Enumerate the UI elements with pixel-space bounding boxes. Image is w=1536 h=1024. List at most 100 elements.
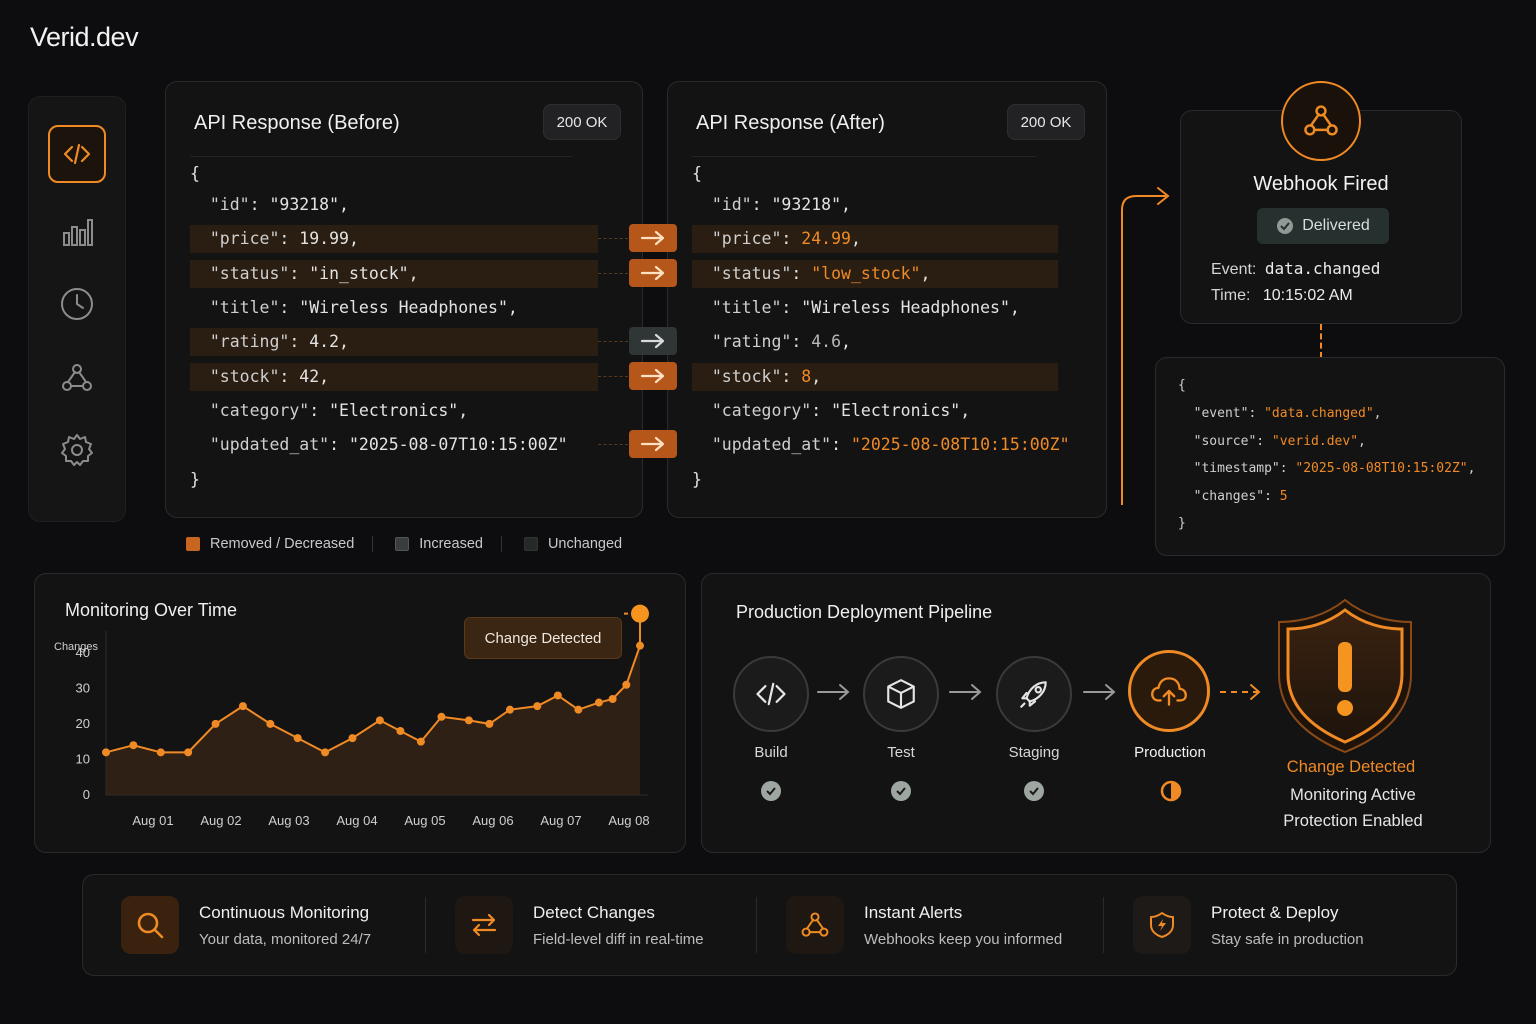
json-key: "title" bbox=[190, 297, 280, 317]
data-point bbox=[375, 716, 384, 725]
feature-detect-changes[interactable]: Detect Changes Field-level diff in real-… bbox=[455, 875, 704, 975]
json-value: 42 bbox=[299, 366, 320, 386]
event-value: data.changed bbox=[1264, 259, 1381, 278]
feature-subtitle: Field-level diff in real-time bbox=[533, 930, 704, 948]
json-key: "status" bbox=[692, 263, 792, 283]
json-key: "stock" bbox=[190, 366, 280, 386]
swap-arrows-icon bbox=[455, 896, 513, 954]
feature-title: Continuous Monitoring bbox=[199, 902, 370, 922]
data-point bbox=[156, 748, 165, 757]
y-tick-label: 0 bbox=[83, 787, 90, 802]
json-value: 8 bbox=[801, 366, 812, 386]
stage-staging[interactable] bbox=[996, 656, 1072, 732]
legend-label: Removed / Decreased bbox=[210, 536, 355, 552]
shield-bolt-icon bbox=[1133, 896, 1191, 954]
json-value: "Wireless Headphones" bbox=[299, 297, 508, 317]
api-after-title: API Response (After) bbox=[696, 112, 885, 134]
sidebar-item-history[interactable] bbox=[48, 275, 106, 333]
stage-test[interactable] bbox=[863, 656, 939, 732]
api-before-status-badge: 200 OK bbox=[543, 104, 621, 140]
feature-instant-alerts[interactable]: Instant Alerts Webhooks keep you informe… bbox=[786, 875, 1062, 975]
feature-protect-deploy[interactable]: Protect & Deploy Stay safe in production bbox=[1133, 875, 1364, 975]
sidebar-item-settings[interactable] bbox=[48, 421, 106, 479]
data-point bbox=[594, 698, 603, 707]
legend-swatch bbox=[395, 537, 410, 551]
code-icon bbox=[756, 682, 786, 706]
json-value: "Electronics" bbox=[329, 400, 459, 420]
json-line: "price": 24.99, bbox=[692, 225, 1058, 254]
shield-alert-icon bbox=[1278, 598, 1412, 754]
json-value: "data.changed" bbox=[1264, 406, 1374, 421]
diff-arrow-icon bbox=[629, 361, 677, 390]
json-line: "stock": 42, bbox=[190, 362, 598, 391]
json-line: "updated_at": "2025-08-08T10:15:00Z" bbox=[692, 435, 1070, 455]
json-line: "rating": 4.2, bbox=[190, 328, 598, 357]
json-line: "price": 19.99, bbox=[190, 225, 598, 254]
divider bbox=[756, 897, 757, 953]
webhook-connector bbox=[1121, 187, 1170, 505]
payload-connector bbox=[1320, 324, 1322, 358]
x-tick-label: Aug 03 bbox=[268, 813, 309, 828]
sidebar-item-webhooks[interactable] bbox=[48, 349, 106, 407]
json-value: 5 bbox=[1279, 488, 1288, 504]
shield-status-line2: Protection Enabled bbox=[1283, 812, 1423, 830]
feature-subtitle: Webhooks keep you informed bbox=[864, 930, 1063, 948]
webhook-icon bbox=[62, 364, 92, 391]
cloud-upload-icon bbox=[1151, 677, 1187, 706]
json-line: "id": "93218", bbox=[190, 195, 349, 214]
progress-pie-icon bbox=[1160, 780, 1182, 802]
y-axis-label: Changes bbox=[54, 641, 99, 653]
json-open-brace: { bbox=[190, 164, 200, 183]
webhook-icon bbox=[786, 896, 844, 954]
stage-build[interactable] bbox=[733, 656, 809, 732]
json-value: "Wireless Headphones" bbox=[801, 297, 1010, 317]
sidebar-item-code[interactable] bbox=[48, 125, 106, 183]
json-value: 19.99 bbox=[299, 229, 349, 249]
payload-line: "event": "data.changed", bbox=[1178, 406, 1382, 421]
stage-label-test: Test bbox=[887, 744, 915, 761]
payload-line: "source": "verid.dev", bbox=[1178, 433, 1366, 449]
json-key: "updated_at" bbox=[190, 435, 330, 455]
cube-icon bbox=[887, 679, 915, 709]
json-key: "stock" bbox=[692, 366, 782, 386]
json-key: "updated_at" bbox=[692, 435, 832, 455]
data-point bbox=[464, 716, 473, 725]
json-key: "category" bbox=[190, 400, 310, 420]
feature-subtitle: Your data, monitored 24/7 bbox=[199, 930, 372, 948]
x-tick-label: Aug 06 bbox=[472, 813, 513, 828]
json-line: "title": "Wireless Headphones", bbox=[190, 297, 518, 317]
feature-subtitle: Stay safe in production bbox=[1211, 930, 1364, 948]
data-point bbox=[505, 705, 514, 714]
legend-label: Increased bbox=[419, 536, 483, 552]
webhook-icon bbox=[1304, 105, 1338, 136]
feature-continuous-monitoring[interactable]: Continuous Monitoring Your data, monitor… bbox=[121, 875, 371, 975]
feature-title: Instant Alerts bbox=[864, 902, 963, 922]
json-key: "id" bbox=[190, 195, 250, 214]
stage-production[interactable] bbox=[1128, 650, 1210, 732]
monitoring-line-chart: Changes 0 10 20 30 40 Aug 01 Aug 02 Aug 03 Aug 04… bbox=[54, 604, 650, 828]
data-point bbox=[266, 719, 275, 728]
x-tick-label: Aug 02 bbox=[200, 813, 241, 828]
check-circle-icon bbox=[761, 781, 781, 801]
webhook-title: Webhook Fired bbox=[1253, 173, 1389, 195]
data-point bbox=[184, 748, 193, 757]
json-line: "category": "Electronics", bbox=[190, 400, 469, 420]
features-bar: Continuous Monitoring Your data, monitor… bbox=[82, 874, 1457, 976]
json-line: "title": "Wireless Headphones", bbox=[692, 297, 1020, 317]
data-point bbox=[416, 737, 425, 746]
sidebar-item-analytics[interactable] bbox=[48, 203, 106, 261]
data-point bbox=[622, 680, 631, 689]
y-tick-label: 10 bbox=[76, 751, 90, 766]
stage-label-production: Production bbox=[1134, 744, 1206, 761]
highlight-point bbox=[631, 604, 649, 623]
data-point bbox=[574, 705, 583, 714]
data-point bbox=[396, 727, 405, 735]
api-response-before-panel: API Response (Before) 200 OK { "id": "93… bbox=[165, 81, 643, 518]
y-tick-label: 30 bbox=[76, 680, 90, 695]
delivered-label: Delivered bbox=[1302, 217, 1370, 234]
diff-connector bbox=[598, 272, 628, 274]
api-before-title: API Response (Before) bbox=[194, 112, 400, 134]
time-label: Time: bbox=[1211, 287, 1251, 304]
payload-line: "timestamp": "2025-08-08T10:15:02Z", bbox=[1178, 461, 1476, 476]
data-point bbox=[485, 719, 494, 728]
